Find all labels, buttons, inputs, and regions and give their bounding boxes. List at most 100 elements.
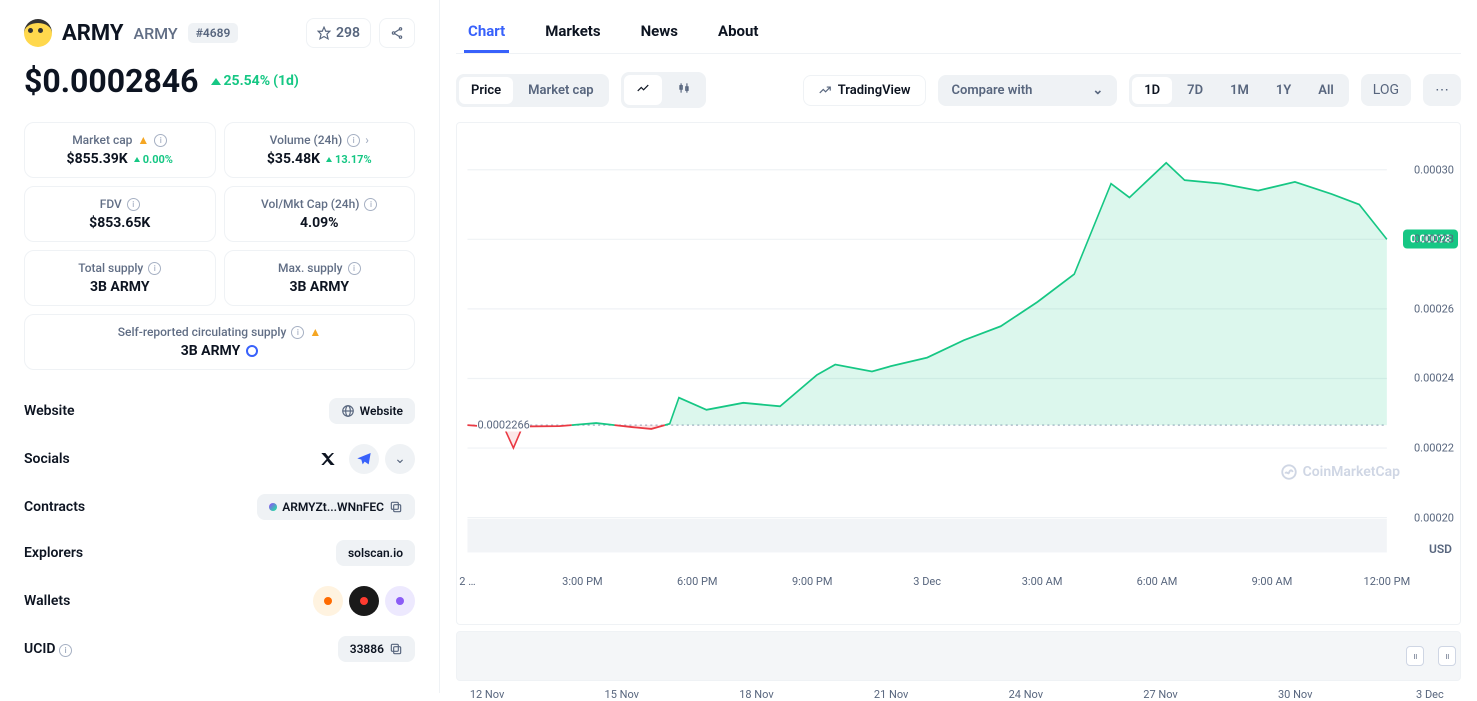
rank-badge: #4689 bbox=[188, 23, 239, 43]
ucid-label: UCID i bbox=[24, 641, 72, 657]
tab-news[interactable]: News bbox=[637, 12, 682, 53]
telegram-link[interactable] bbox=[349, 444, 379, 474]
line-chart-button[interactable] bbox=[624, 75, 662, 105]
solana-icon bbox=[269, 503, 277, 511]
explorer-link[interactable]: solscan.io bbox=[336, 540, 415, 566]
chevron-down-icon: ⌄ bbox=[1092, 83, 1103, 98]
y-tick-label: 0.00026 bbox=[1414, 302, 1454, 315]
x-tick-label: 12:00 PM bbox=[1364, 575, 1411, 588]
copy-icon bbox=[389, 500, 403, 514]
x-tick-label: 2 … bbox=[459, 575, 475, 588]
website-link[interactable]: Website bbox=[329, 398, 415, 424]
wallet-link[interactable] bbox=[349, 586, 379, 616]
price-toggle[interactable]: Price bbox=[459, 77, 513, 104]
ucid-value[interactable]: 33886 bbox=[338, 636, 415, 662]
watermark: CoinMarketCap bbox=[1280, 463, 1400, 481]
star-icon bbox=[317, 26, 331, 40]
price-chart[interactable]: 0.00028 0.0002266 CoinMarketCap USD 0.00… bbox=[456, 122, 1461, 625]
range-1y[interactable]: 1Y bbox=[1264, 77, 1303, 104]
mini-x-tick: 27 Nov bbox=[1143, 688, 1177, 701]
stat-fdv[interactable]: FDV i $853.65K bbox=[24, 186, 216, 242]
mini-x-tick: 12 Nov bbox=[470, 688, 504, 701]
info-icon: i bbox=[154, 134, 167, 147]
info-icon: i bbox=[364, 198, 377, 211]
mini-x-tick: 21 Nov bbox=[874, 688, 908, 701]
wallet-link[interactable] bbox=[313, 586, 343, 616]
x-tick-label: 6:00 AM bbox=[1137, 575, 1178, 588]
globe-icon bbox=[341, 404, 355, 418]
wallet-icon bbox=[396, 597, 404, 605]
wallets-label: Wallets bbox=[24, 593, 70, 609]
x-tick-label: 9:00 AM bbox=[1252, 575, 1293, 588]
y-tick-label: 0.00030 bbox=[1414, 163, 1454, 176]
x-icon bbox=[320, 451, 336, 467]
y-tick-label: 0.00024 bbox=[1414, 372, 1454, 385]
tradingview-button[interactable]: TradingView bbox=[803, 75, 926, 106]
warning-icon: ▲ bbox=[137, 133, 149, 147]
y-tick-label: 0.00020 bbox=[1414, 511, 1454, 524]
mini-x-tick: 18 Nov bbox=[739, 688, 773, 701]
chevron-right-icon: › bbox=[365, 133, 369, 147]
contract-address[interactable]: ARMYZt...WNnFEC bbox=[257, 494, 415, 520]
chevron-down-icon: ⌄ bbox=[394, 451, 406, 467]
coin-symbol: ARMY bbox=[133, 24, 177, 43]
mini-x-tick: 3 Dec bbox=[1416, 688, 1444, 701]
stat-volume[interactable]: Volume (24h) i › $35.48K 13.17% bbox=[224, 122, 416, 178]
x-tick-label: 3:00 AM bbox=[1022, 575, 1063, 588]
info-icon: i bbox=[291, 326, 304, 339]
stat-total-supply[interactable]: Total supply i 3B ARMY bbox=[24, 250, 216, 306]
candlestick-button[interactable] bbox=[665, 75, 703, 105]
warning-icon: ▲ bbox=[309, 325, 321, 339]
info-icon: i bbox=[148, 262, 161, 275]
tab-about[interactable]: About bbox=[714, 12, 762, 53]
socials-label: Socials bbox=[24, 451, 70, 467]
stat-max-supply[interactable]: Max. supply i 3B ARMY bbox=[224, 250, 416, 306]
socials-more[interactable]: ⌄ bbox=[385, 444, 415, 474]
twitter-link[interactable] bbox=[313, 444, 343, 474]
range-1m[interactable]: 1M bbox=[1218, 77, 1261, 104]
contracts-label: Contracts bbox=[24, 499, 85, 515]
mini-x-tick: 15 Nov bbox=[605, 688, 639, 701]
watchlist-count: 298 bbox=[336, 25, 360, 41]
share-icon bbox=[390, 26, 404, 40]
stat-market-cap[interactable]: Market cap ▲ i $855.39K 0.00% bbox=[24, 122, 216, 178]
candlestick-icon bbox=[677, 81, 691, 95]
info-icon: i bbox=[347, 134, 360, 147]
x-tick-label: 3:00 PM bbox=[562, 575, 602, 588]
range-all[interactable]: All bbox=[1306, 77, 1345, 104]
cmc-icon bbox=[1280, 463, 1298, 481]
line-chart-icon bbox=[636, 81, 650, 95]
x-tick-label: 9:00 PM bbox=[792, 575, 832, 588]
telegram-icon bbox=[356, 451, 372, 467]
stat-vol-mc[interactable]: Vol/Mkt Cap (24h) i 4.09% bbox=[224, 186, 416, 242]
range-handle-right2[interactable]: ॥ bbox=[1438, 646, 1456, 666]
range-selector[interactable]: ॥ ॥ 12 Nov15 Nov18 Nov21 Nov24 Nov27 Nov… bbox=[456, 631, 1461, 681]
chart-more-button[interactable]: ⋯ bbox=[1423, 74, 1461, 106]
info-icon: i bbox=[59, 644, 72, 657]
wallet-icon bbox=[360, 597, 368, 605]
range-7d[interactable]: 7D bbox=[1175, 77, 1215, 104]
compare-dropdown[interactable]: Compare with⌄ bbox=[938, 75, 1118, 106]
info-icon: i bbox=[348, 262, 361, 275]
coin-logo bbox=[24, 19, 52, 47]
share-button[interactable] bbox=[379, 18, 415, 48]
coin-name: ARMY bbox=[62, 21, 123, 46]
start-price-label: 0.0002266 bbox=[477, 419, 529, 432]
range-1d[interactable]: 1D bbox=[1132, 77, 1172, 104]
tab-chart[interactable]: Chart bbox=[464, 12, 509, 53]
caret-up-icon bbox=[211, 78, 221, 85]
currency-label: USD bbox=[1429, 542, 1452, 556]
log-toggle[interactable]: LOG bbox=[1361, 74, 1411, 106]
website-label: Website bbox=[24, 403, 75, 419]
tab-markets[interactable]: Markets bbox=[541, 12, 604, 53]
range-handle-right[interactable]: ॥ bbox=[1406, 646, 1424, 666]
wallet-link[interactable] bbox=[385, 586, 415, 616]
price-change: 25.54% (1d) bbox=[211, 73, 299, 89]
watchlist-button[interactable]: 298 bbox=[306, 18, 371, 48]
tradingview-icon bbox=[818, 83, 832, 97]
market-cap-toggle[interactable]: Market cap bbox=[516, 77, 605, 104]
y-tick-label: 0.00022 bbox=[1414, 442, 1454, 455]
stat-circulating-supply[interactable]: Self-reported circulating supply i ▲ 3B … bbox=[24, 314, 415, 370]
x-tick-label: 3 Dec bbox=[913, 575, 941, 588]
mini-x-tick: 24 Nov bbox=[1009, 688, 1043, 701]
